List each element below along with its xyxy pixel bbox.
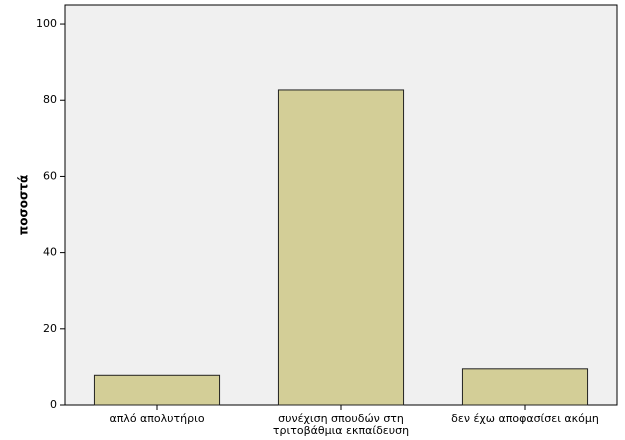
bar [277, 89, 405, 406]
x-tick-label: δεν έχω αποφασίσει ακόμη [451, 412, 599, 425]
y-axis-label: ποσοστά [17, 175, 31, 236]
y-tick-label: 100 [36, 17, 57, 30]
x-tick-label: απλό απολυτήριο [109, 412, 204, 425]
y-tick-label: 40 [43, 246, 57, 259]
y-tick-label: 60 [43, 169, 57, 182]
bar [461, 368, 589, 406]
y-tick-label: 80 [43, 93, 57, 106]
y-tick-label: 0 [50, 398, 57, 411]
y-tick-label: 20 [43, 322, 57, 335]
x-tick-label: συνέχιση σπουδών στη τριτοβάθμια εκπαίδευ… [273, 412, 409, 436]
bar [93, 374, 221, 406]
